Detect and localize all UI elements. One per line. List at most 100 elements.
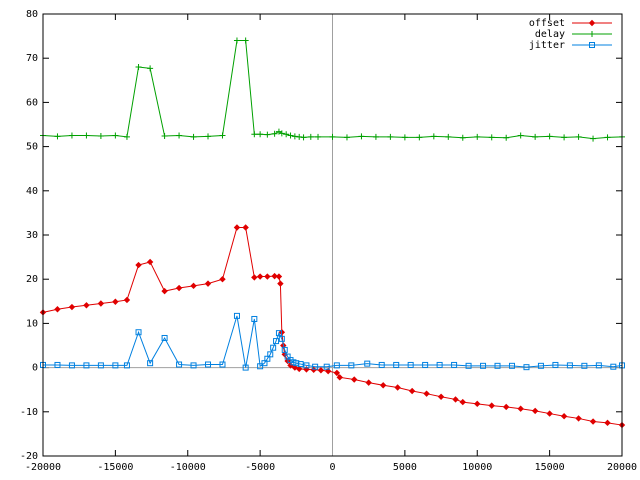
point	[474, 400, 481, 408]
point	[146, 258, 154, 266]
point	[219, 361, 226, 368]
point	[271, 272, 278, 280]
point	[135, 64, 142, 71]
point	[83, 302, 90, 309]
point	[589, 418, 597, 425]
point	[595, 362, 602, 369]
x-tick-label: 5000	[393, 462, 417, 473]
point	[532, 133, 539, 140]
point	[190, 362, 197, 369]
point	[275, 273, 283, 280]
point	[348, 362, 355, 369]
point	[416, 134, 423, 141]
point	[161, 132, 168, 139]
y-tick-label: 50	[26, 142, 38, 153]
point	[273, 338, 280, 345]
x-tick-label: 0	[329, 462, 335, 473]
x-tick-label: 15000	[535, 462, 565, 473]
point	[97, 132, 104, 139]
point	[451, 361, 458, 368]
point	[394, 384, 401, 391]
legend-label: jitter	[529, 40, 565, 51]
point	[333, 369, 341, 377]
point	[604, 419, 611, 427]
point	[393, 361, 400, 368]
point	[123, 133, 130, 140]
point	[343, 134, 350, 141]
point	[474, 133, 481, 140]
legend-label: offset	[529, 18, 565, 29]
point	[508, 362, 515, 369]
point	[147, 360, 154, 367]
point	[264, 131, 271, 138]
point	[531, 407, 539, 415]
point	[566, 362, 573, 369]
point	[242, 364, 249, 371]
point	[233, 37, 240, 44]
point	[488, 402, 495, 409]
point	[560, 413, 568, 420]
point	[378, 361, 385, 368]
y-tick-label: 40	[26, 186, 38, 197]
point	[323, 363, 330, 370]
point	[407, 361, 414, 368]
point	[300, 134, 307, 141]
point	[135, 261, 142, 269]
point	[278, 130, 285, 137]
point	[604, 134, 611, 141]
point	[176, 361, 183, 368]
point	[312, 363, 319, 370]
point	[517, 405, 524, 412]
point	[97, 300, 105, 307]
point	[546, 133, 553, 140]
point	[552, 361, 559, 368]
point	[242, 37, 249, 44]
point	[190, 282, 197, 290]
point	[83, 362, 90, 369]
point	[97, 362, 104, 369]
point	[351, 376, 358, 383]
point	[307, 133, 314, 140]
point	[315, 133, 322, 140]
point	[242, 224, 249, 231]
legend-marker	[588, 19, 596, 27]
point	[54, 361, 61, 368]
y-tick-label: -20	[20, 451, 38, 462]
point	[365, 379, 372, 386]
point	[205, 361, 212, 368]
point	[219, 275, 226, 283]
x-tick-label: -5000	[245, 462, 275, 473]
point	[283, 131, 290, 138]
point	[437, 393, 445, 400]
point	[436, 361, 443, 368]
point	[517, 132, 524, 139]
point	[523, 364, 530, 371]
point	[465, 362, 472, 369]
point	[112, 298, 119, 305]
y-tick-label: 20	[26, 274, 38, 285]
point	[264, 273, 271, 280]
point	[275, 330, 282, 337]
x-tick-label: -20000	[25, 462, 61, 473]
point	[575, 415, 582, 422]
point	[379, 382, 387, 389]
point	[54, 133, 61, 140]
point	[68, 303, 76, 311]
x-tick-label: 10000	[462, 462, 492, 473]
legend-marker	[589, 42, 595, 48]
point	[590, 135, 597, 142]
plot-border	[42, 13, 623, 457]
point	[430, 133, 437, 140]
point	[123, 296, 131, 304]
y-tick-label: 60	[26, 97, 38, 108]
point	[278, 335, 285, 342]
point	[372, 133, 379, 140]
point	[387, 133, 394, 140]
point	[336, 374, 343, 381]
point	[537, 362, 544, 369]
x-tick-label: -15000	[97, 462, 133, 473]
y-tick-label: 80	[26, 9, 38, 20]
point	[610, 363, 617, 370]
point	[205, 133, 212, 140]
